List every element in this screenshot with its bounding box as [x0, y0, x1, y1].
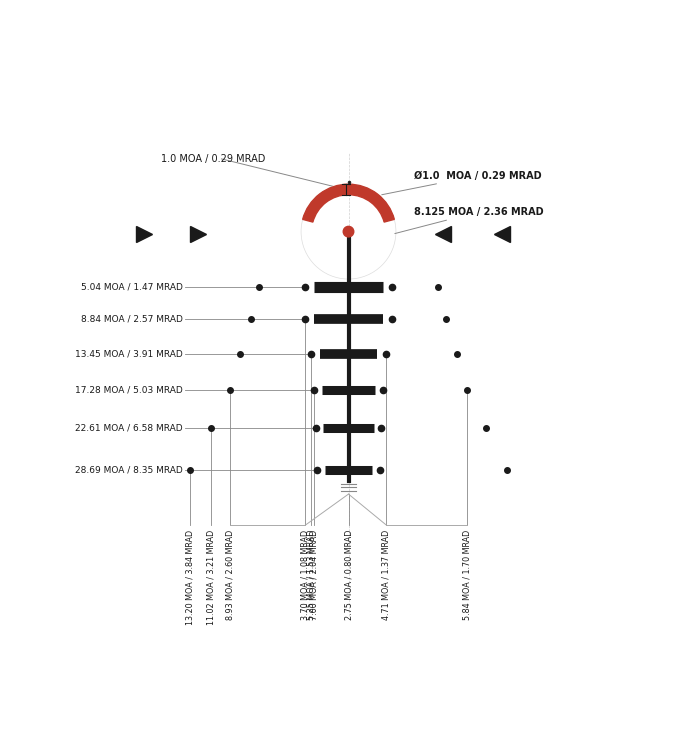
Text: 4.71 MOA / 1.37 MRAD: 4.71 MOA / 1.37 MRAD [382, 529, 391, 620]
Wedge shape [303, 184, 394, 222]
Text: 5.25 MOA / 1.53 MRAD: 5.25 MOA / 1.53 MRAD [306, 529, 315, 620]
Text: Ø1.0  MOA / 0.29 MRAD: Ø1.0 MOA / 0.29 MRAD [381, 171, 542, 195]
Text: 13.45 MOA / 3.91 MRAD: 13.45 MOA / 3.91 MRAD [75, 350, 182, 359]
Text: 22.61 MOA / 6.58 MRAD: 22.61 MOA / 6.58 MRAD [75, 423, 182, 433]
Text: 8.125 MOA / 2.36 MRAD: 8.125 MOA / 2.36 MRAD [395, 207, 544, 234]
Text: 2.75 MOA / 0.80 MRAD: 2.75 MOA / 0.80 MRAD [344, 529, 353, 620]
Text: 28.69 MOA / 8.35 MRAD: 28.69 MOA / 8.35 MRAD [75, 466, 182, 474]
Text: 5.84 MOA / 1.70 MRAD: 5.84 MOA / 1.70 MRAD [462, 529, 471, 620]
Text: 5.04 MOA / 1.47 MRAD: 5.04 MOA / 1.47 MRAD [81, 283, 182, 291]
Text: 7.00 MOA / 2.04 MRAD: 7.00 MOA / 2.04 MRAD [310, 529, 319, 620]
Text: 8.84 MOA / 2.57 MRAD: 8.84 MOA / 2.57 MRAD [81, 315, 182, 323]
Text: 3.70 MOA / 1.08 MRAD: 3.70 MOA / 1.08 MRAD [301, 529, 310, 620]
Text: 1.0 MOA / 0.29 MRAD: 1.0 MOA / 0.29 MRAD [161, 154, 266, 164]
Text: 13.20 MOA / 3.84 MRAD: 13.20 MOA / 3.84 MRAD [186, 529, 195, 624]
Text: 17.28 MOA / 5.03 MRAD: 17.28 MOA / 5.03 MRAD [75, 385, 182, 394]
Text: 8.93 MOA / 2.60 MRAD: 8.93 MOA / 2.60 MRAD [226, 529, 235, 620]
Text: 11.02 MOA / 3.21 MRAD: 11.02 MOA / 3.21 MRAD [207, 529, 216, 625]
Circle shape [343, 226, 354, 237]
